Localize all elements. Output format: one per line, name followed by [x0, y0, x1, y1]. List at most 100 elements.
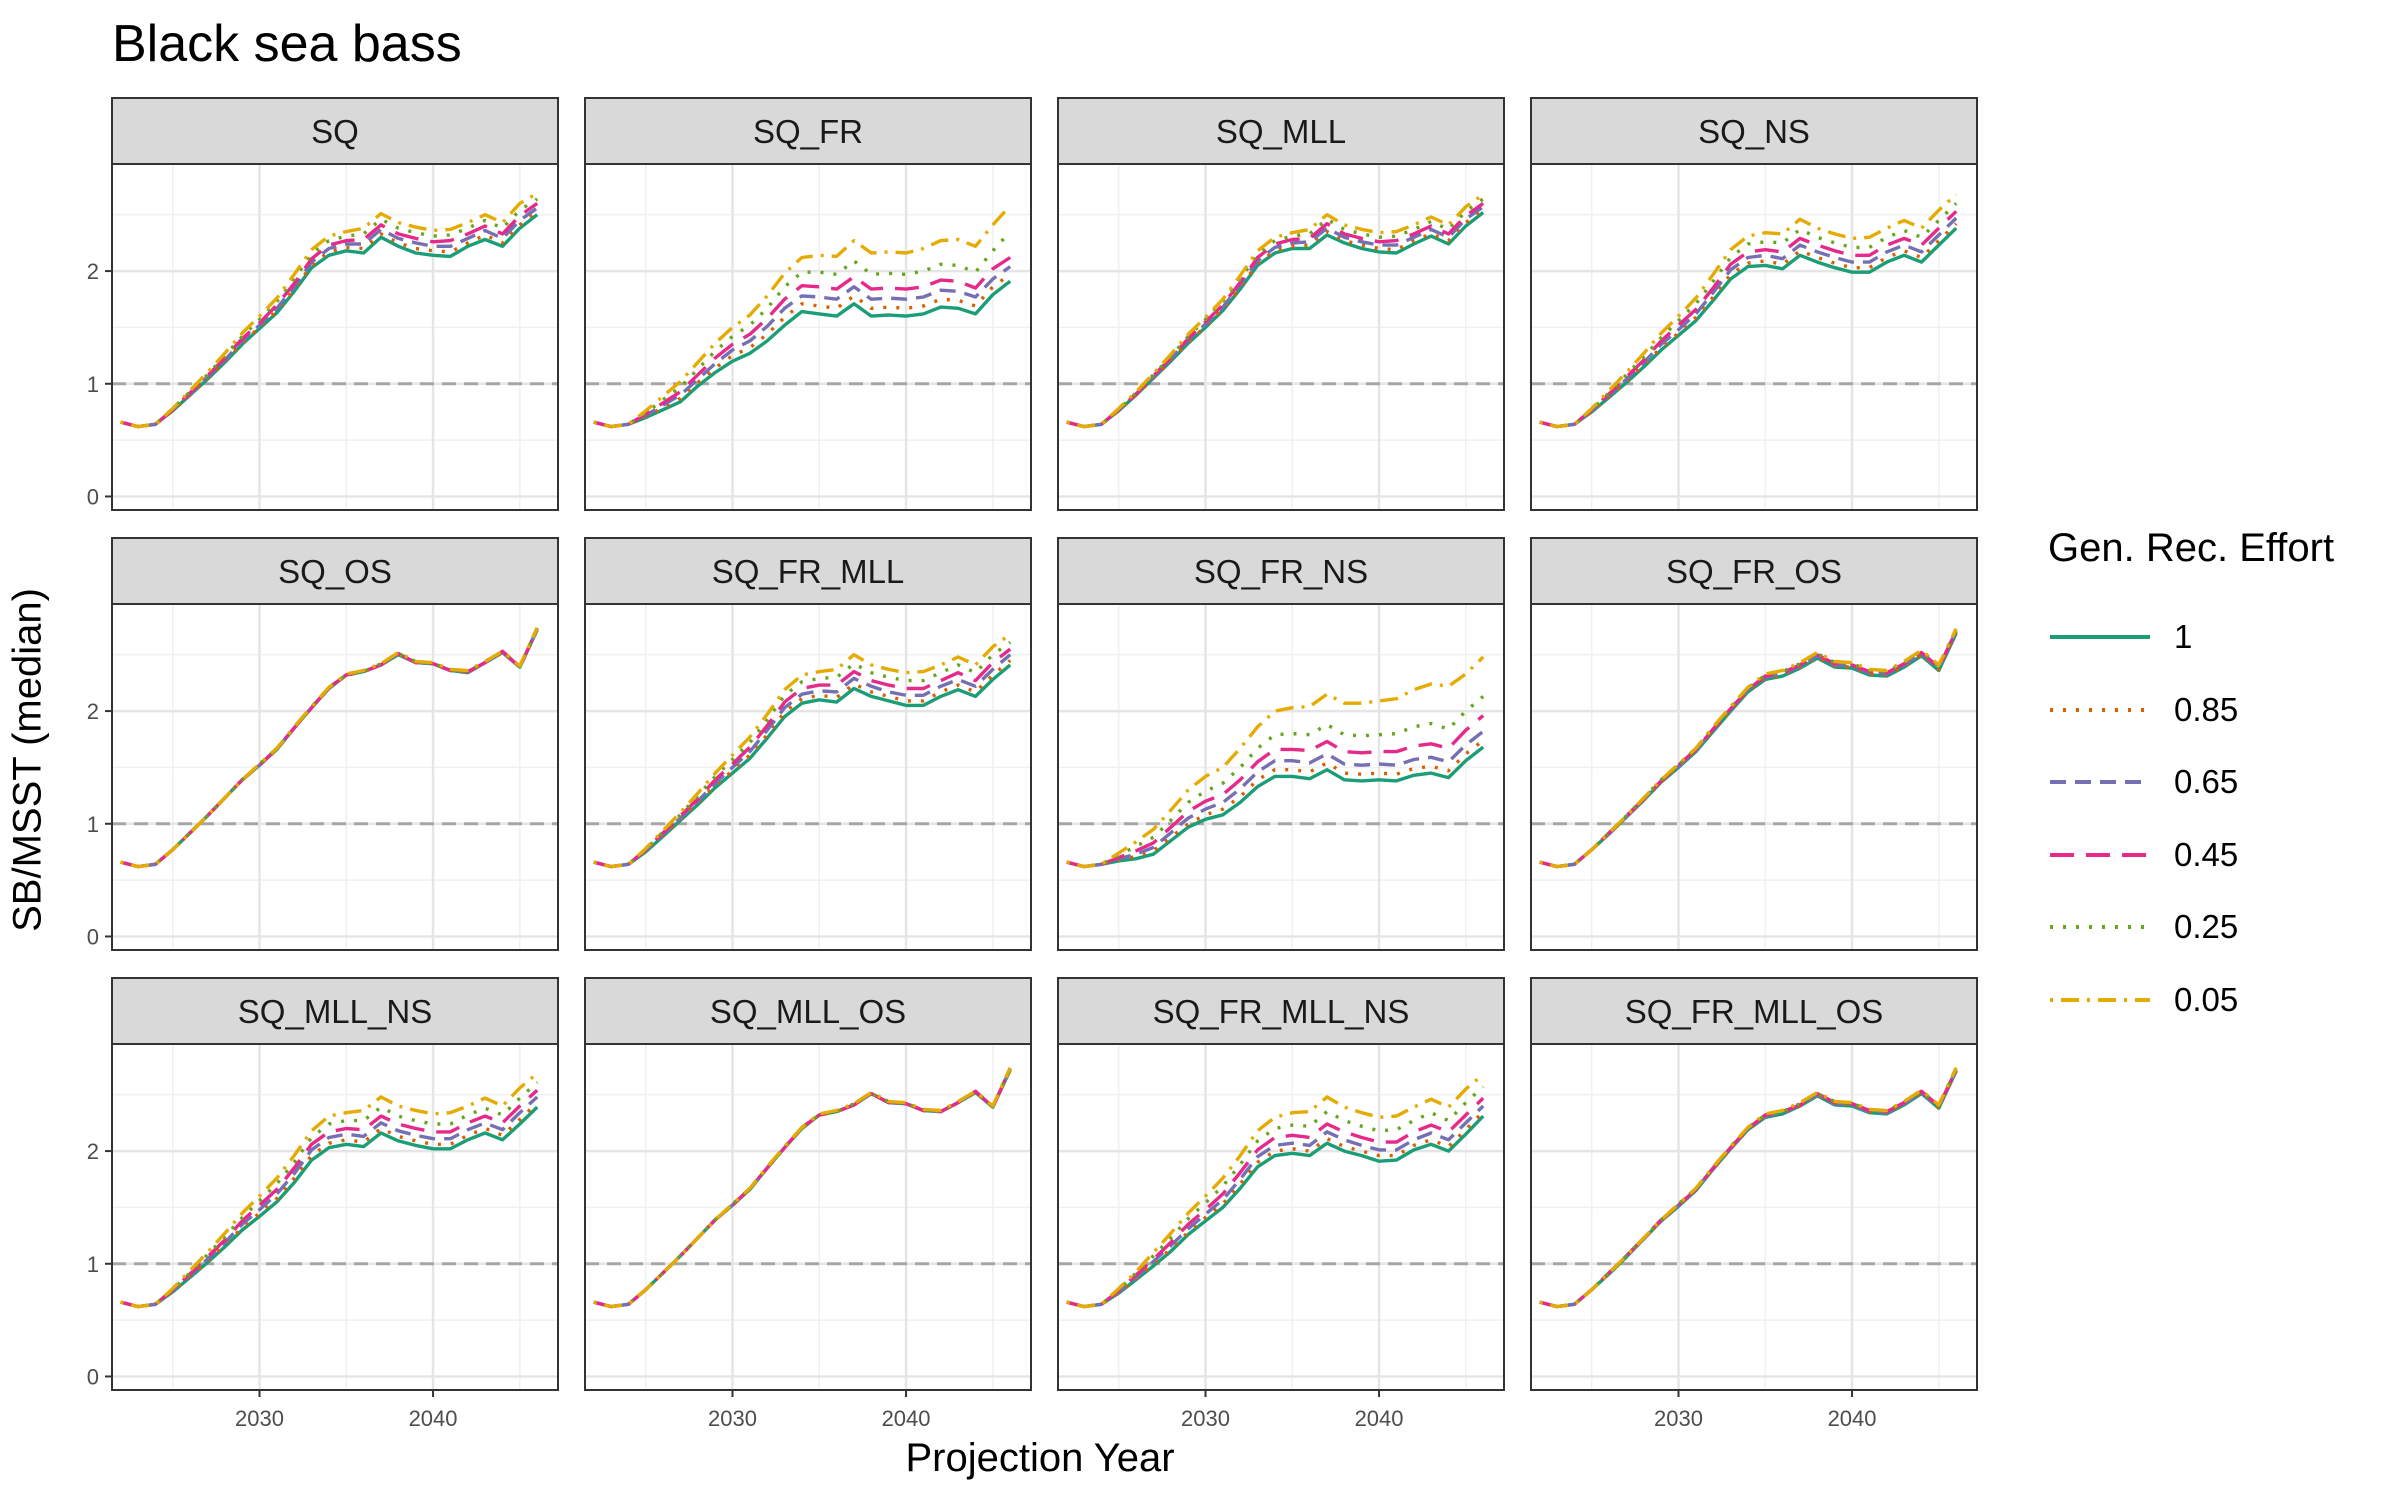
x-tick-label: 2030 [708, 1406, 757, 1431]
x-tick-label: 2040 [1355, 1406, 1404, 1431]
y-tick-label: 2 [87, 699, 99, 724]
legend-item: 0.65 [2048, 746, 2334, 819]
panel-strip-label: SQ_OS [278, 553, 392, 590]
panel-background [1058, 1044, 1504, 1390]
legend-label: 0.85 [2174, 690, 2239, 728]
panel-strip-label: SQ_MLL_NS [238, 993, 432, 1030]
x-axis-label: Projection Year [905, 1436, 1175, 1480]
series-line-0_05 [120, 626, 539, 869]
series-line-0_05 [1066, 655, 1485, 869]
series-line-0_25 [120, 1081, 539, 1309]
panel-background [1058, 164, 1504, 510]
x-tick-label: 2030 [235, 1406, 284, 1431]
series-line-0_85 [593, 273, 1012, 429]
legend-item: 0.05 [2048, 964, 2334, 1037]
series-line-0_05 [593, 204, 1012, 429]
chart-title: Black sea bass [112, 15, 462, 73]
panel-border [584, 163, 1032, 511]
panel-sq-fr: SQ_FR [584, 97, 1032, 511]
panel-sq: SQ 0 1 2 [87, 97, 559, 511]
panel-strip-label: SQ_FR_OS [1666, 553, 1842, 590]
panel-background [585, 604, 1031, 950]
y-axis-label: SB/MSST (median) [5, 588, 50, 932]
panel-background [1531, 164, 1977, 510]
series-line-0_45 [1539, 630, 1958, 869]
panel-sq-fr-ns: SQ_FR_NS [1057, 537, 1505, 951]
panel-sq-os: SQ_OS 0 1 2 [87, 537, 559, 951]
panel-strip-label: SQ_MLL [1216, 113, 1346, 150]
series-line-1 [1066, 745, 1485, 869]
panel-strip-label: SQ_FR_MLL_OS [1625, 993, 1884, 1030]
series-line-0_25 [120, 197, 539, 429]
legend-item: 0.85 [2048, 674, 2334, 747]
panel-border [1530, 1043, 1978, 1391]
legend-label: 0.25 [2174, 908, 2239, 946]
legend-swatch [2050, 635, 2150, 640]
panel-border [1057, 1043, 1505, 1391]
panel-border [111, 603, 559, 951]
panel-sq-fr-mll-ns: SQ_FR_MLL_NS 2030 2040 [1057, 977, 1505, 1431]
x-tick-label: 2040 [882, 1406, 931, 1431]
series-line-0_45 [593, 256, 1012, 429]
series-line-0_45 [593, 647, 1012, 869]
series-line-0_45 [1066, 202, 1485, 429]
panel-strip [1057, 977, 1505, 1045]
y-tick-label: 0 [87, 924, 99, 949]
y-tick-label: 0 [87, 484, 99, 509]
legend-item: 1 [2048, 601, 2334, 674]
series-line-0_45 [1539, 210, 1958, 429]
legend-swatch [2050, 780, 2150, 785]
x-tick-label: 2030 [1654, 1406, 1703, 1431]
panel-strip [111, 97, 559, 165]
panel-strip-label: SQ_FR_NS [1194, 553, 1368, 590]
series-line-0_05 [1539, 628, 1958, 869]
panel-border [111, 163, 559, 511]
series-line-0_05 [1539, 1066, 1958, 1309]
series-line-0_25 [1539, 202, 1958, 429]
x-tick-label: 2030 [1181, 1406, 1230, 1431]
panel-border [584, 1043, 1032, 1391]
panel-sq-mll-ns: SQ_MLL_NS 0 1 2 2030 2040 [87, 977, 559, 1431]
legend-swatch [2050, 707, 2150, 712]
panel-border [1530, 163, 1978, 511]
legend-label: 0.65 [2174, 763, 2239, 801]
panel-sq-fr-mll-os: SQ_FR_MLL_OS 2030 2040 [1530, 977, 1978, 1431]
y-tick-label: 2 [87, 259, 99, 284]
y-tick-label: 1 [87, 372, 99, 397]
panel-strip-label: SQ_FR_MLL [712, 553, 905, 590]
series-line-0_45 [120, 1088, 539, 1309]
legend-label: 0.05 [2174, 980, 2239, 1018]
y-tick-label: 2 [87, 1139, 99, 1164]
panel-strip [111, 537, 559, 605]
series-line-0_05 [593, 1066, 1012, 1309]
y-tick-label: 1 [87, 1252, 99, 1277]
panel-strip-label: SQ [311, 113, 359, 150]
legend-swatch [2050, 852, 2150, 857]
panel-background [112, 1044, 558, 1390]
legend-label: 0.45 [2174, 835, 2239, 873]
panel-sq-ns: SQ_NS [1530, 97, 1978, 511]
legend-item: 0.25 [2048, 891, 2334, 964]
y-tick-label: 1 [87, 812, 99, 837]
panel-strip-label: SQ_NS [1698, 113, 1810, 150]
series-line-0_85 [1066, 739, 1485, 869]
panel-sq-mll: SQ_MLL [1057, 97, 1505, 511]
panel-strip [584, 97, 1032, 165]
panel-border [111, 1043, 559, 1391]
panel-strip-label: SQ_FR_MLL_NS [1153, 993, 1410, 1030]
legend-label: 1 [2174, 618, 2193, 656]
series-line-0_45 [120, 202, 539, 429]
x-tick-label: 2040 [1828, 1406, 1877, 1431]
panel-strip [1057, 537, 1505, 605]
y-tick-label: 0 [87, 1364, 99, 1389]
x-tick-label: 2040 [409, 1406, 458, 1431]
panel-sq-fr-mll: SQ_FR_MLL [584, 537, 1032, 951]
legend-swatch [2050, 997, 2150, 1002]
legend: Gen. Rec. Effort 1 0.85 0.65 0.45 0.25 0.05 [2048, 526, 2334, 1036]
panel-strip-label: SQ_FR [753, 113, 863, 150]
series-line-1 [593, 279, 1012, 429]
legend-item: 0.45 [2048, 819, 2334, 892]
series-line-0_25 [593, 230, 1012, 429]
